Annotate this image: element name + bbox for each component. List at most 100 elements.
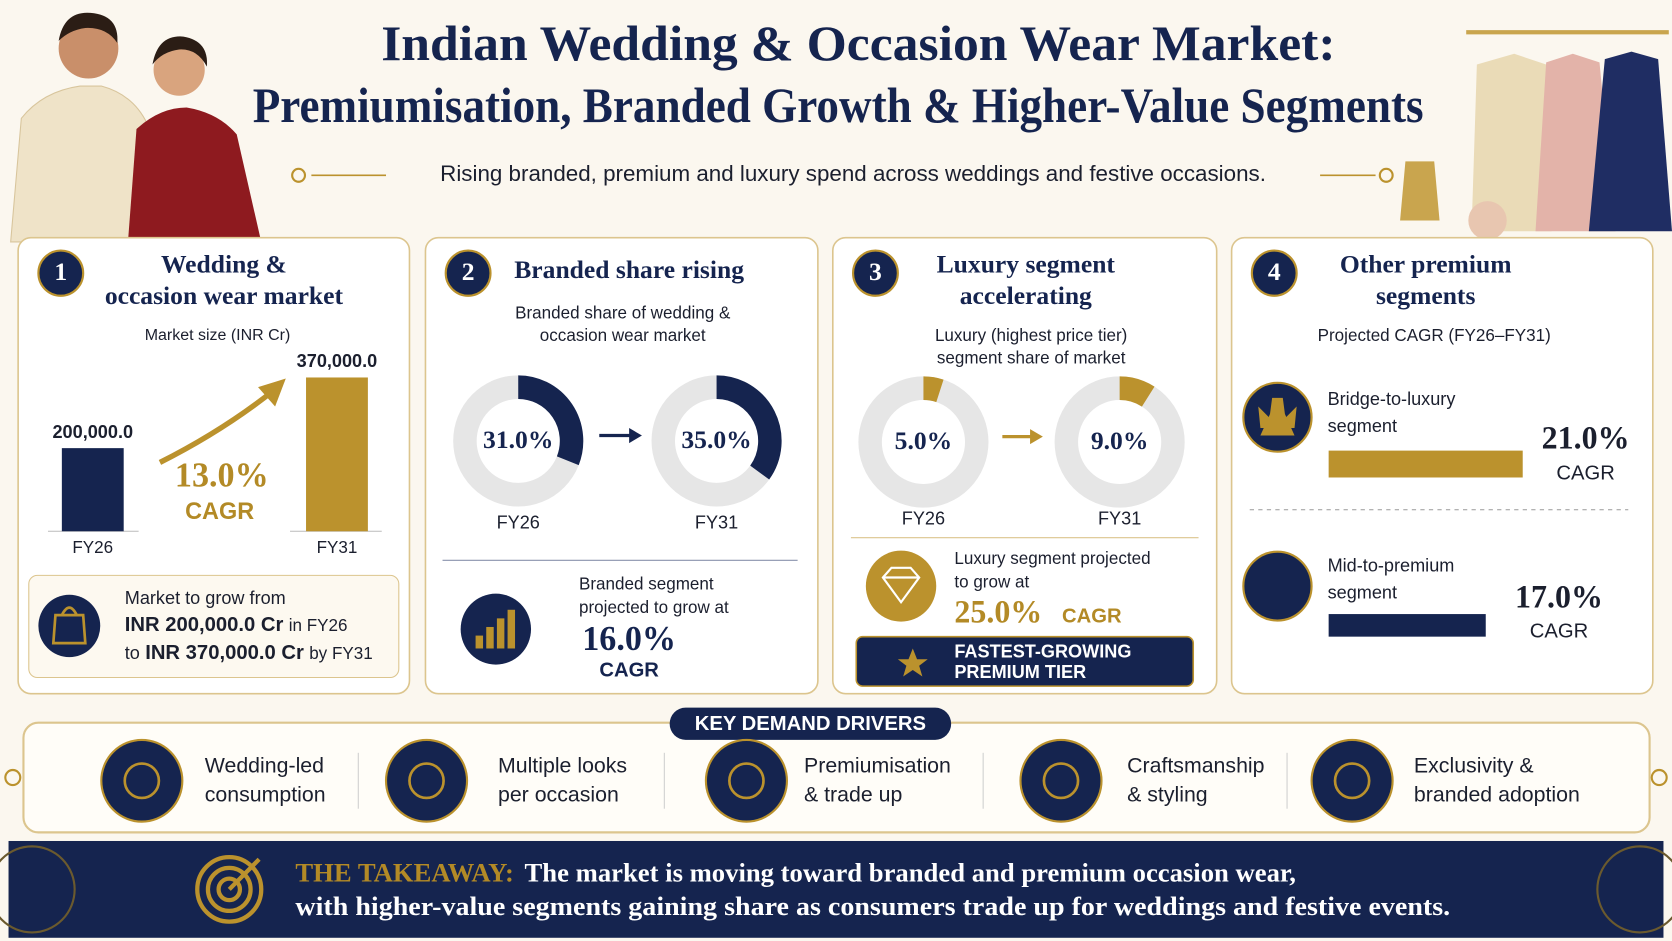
- panel-title: Luxury segment: [937, 250, 1116, 279]
- segment-icon: [1242, 550, 1313, 622]
- badge-star: [897, 648, 928, 677]
- sherwani: [1471, 53, 1552, 232]
- note-rest: to: [125, 643, 140, 663]
- ornament: [291, 167, 307, 183]
- donut-category-label: FY31: [1098, 508, 1141, 528]
- flowers: [1468, 201, 1507, 240]
- segment-bar: [1328, 614, 1486, 637]
- segment-name: Mid-to-premium: [1328, 556, 1455, 576]
- target-icon: [216, 876, 243, 903]
- drivers-title-pill: [669, 707, 952, 740]
- note-bold: INR 370,000.0 Cr: [145, 642, 304, 664]
- donut-arc: [517, 375, 584, 466]
- panel-subtitle: Luxury (highest price tier): [935, 325, 1127, 345]
- arrow-head: [629, 428, 642, 444]
- donut-value-label: 5.0%: [895, 426, 953, 455]
- driver-text: per occasion: [498, 782, 619, 806]
- note-text: Branded segment: [579, 574, 714, 594]
- icon-bar: [496, 618, 505, 649]
- panel-subtitle: segment share of market: [937, 348, 1126, 368]
- arrow-head: [1030, 429, 1043, 445]
- note-text: INR 200,000.0 Cr in FY26: [125, 614, 348, 636]
- target-icon: [205, 865, 253, 914]
- panel-title: segments: [1376, 281, 1475, 310]
- growth-arrow: [158, 387, 277, 465]
- driver-icon-glyph: [408, 762, 445, 800]
- driver-icon: [704, 738, 789, 823]
- panel-number-badge: [37, 249, 85, 297]
- groom-figure: [10, 85, 156, 243]
- ornament: [4, 768, 22, 787]
- driver-text: consumption: [205, 782, 326, 806]
- takeaway-line: with higher-value segments gaining share…: [295, 891, 1450, 921]
- panel-number: 3: [869, 257, 882, 286]
- mandala: [1596, 845, 1672, 934]
- note-text: to INR 370,000.0 Cr by FY31: [125, 642, 373, 664]
- bride-hair: [152, 36, 208, 67]
- panel-number: 2: [462, 257, 475, 286]
- lantern: [1400, 161, 1440, 221]
- target-icon: [195, 854, 264, 924]
- panel: [424, 236, 819, 695]
- note-box: [28, 574, 400, 679]
- bar-value-label: 370,000.0: [297, 351, 378, 371]
- subtitle: Rising branded, premium and luxury spend…: [440, 161, 1266, 186]
- donut-value-label: 31.0%: [483, 425, 553, 454]
- panel-title: Other premium: [1340, 250, 1512, 279]
- panel-subtitle: occasion wear market: [540, 325, 706, 345]
- mandala: [0, 845, 76, 934]
- panel-title: occasion wear market: [105, 281, 344, 310]
- growth-arrow-head: [258, 378, 286, 407]
- donut-arc: [1119, 376, 1155, 407]
- driver-icon-glyph: [1042, 762, 1080, 800]
- takeaway-text: THE TAKEAWAY: The market is moving toward…: [295, 857, 1296, 887]
- panel-subtitle: Projected CAGR (FY26–FY31): [1318, 325, 1551, 345]
- bar: [306, 377, 368, 532]
- title-line: Indian Wedding & Occasion Wear Market:: [381, 16, 1335, 71]
- bag-icon: [51, 606, 87, 645]
- diamond-icon: [881, 566, 921, 605]
- driver-text: & styling: [1127, 782, 1208, 806]
- cagr-label: CAGR: [1062, 606, 1122, 628]
- donut-arc: [922, 376, 944, 403]
- note-text: Luxury segment projected: [954, 548, 1150, 568]
- driver-text: Wedding-led: [205, 753, 324, 777]
- donut-arc: [716, 375, 782, 480]
- note-icon: [865, 550, 937, 622]
- blue-dress: [1588, 51, 1672, 232]
- bride-figure: [127, 107, 262, 242]
- segment-value-label: 17.0%: [1515, 578, 1603, 614]
- bride-head: [153, 44, 205, 96]
- dress-icon: [1260, 397, 1295, 436]
- cagr-label: CAGR: [185, 498, 254, 524]
- badge-text: FASTEST-GROWING: [954, 642, 1131, 662]
- segment-name: segment: [1328, 416, 1397, 436]
- segment-value-label: 21.0%: [1542, 419, 1630, 455]
- bar-category-label: FY31: [317, 537, 358, 557]
- badge: [855, 635, 1195, 687]
- note-icon: [460, 593, 532, 665]
- ornament: [1650, 768, 1668, 787]
- panel-number: 1: [54, 257, 67, 286]
- groom-head: [58, 18, 119, 79]
- icon-bar: [475, 635, 484, 649]
- note-text: Market to grow from: [125, 588, 286, 608]
- panel-number-badge: [1250, 249, 1298, 297]
- note-rest: in FY26: [289, 614, 348, 634]
- bar-value-label: 200,000.0: [52, 422, 133, 442]
- segment-unit: CAGR: [1556, 463, 1614, 485]
- driver-icon-glyph: [1333, 762, 1371, 800]
- donut-value-label: 35.0%: [681, 425, 751, 454]
- icon-bar: [507, 609, 516, 649]
- panel-number-badge: [444, 249, 492, 297]
- driver-icon: [384, 738, 469, 823]
- donut-value-label: 9.0%: [1091, 426, 1149, 455]
- segment-name: Bridge-to-luxury: [1328, 389, 1457, 409]
- driver-text: Craftsmanship: [1127, 753, 1264, 777]
- donut-category-label: FY26: [902, 508, 945, 528]
- bar: [61, 448, 124, 532]
- ornament: [1378, 167, 1394, 183]
- panel-subtitle: Branded share of wedding &: [515, 303, 731, 323]
- driver-icon: [1310, 738, 1394, 823]
